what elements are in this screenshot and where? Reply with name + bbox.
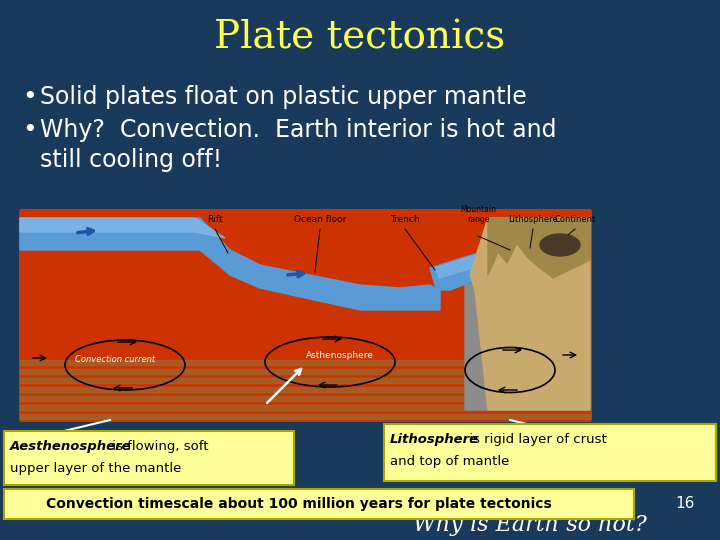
Text: 16: 16	[675, 496, 695, 511]
Text: Ocean floor: Ocean floor	[294, 215, 346, 224]
Text: Lithosphere: Lithosphere	[390, 433, 479, 446]
Text: Lithosphere: Lithosphere	[508, 215, 558, 224]
FancyBboxPatch shape	[4, 431, 294, 485]
Text: still cooling off!: still cooling off!	[40, 148, 222, 172]
Polygon shape	[470, 218, 590, 410]
Polygon shape	[435, 218, 590, 278]
Bar	[20, 360, 590, 365]
Polygon shape	[20, 218, 225, 238]
Text: Asthenosphere: Asthenosphere	[306, 351, 374, 360]
Polygon shape	[430, 218, 590, 290]
Text: Rift: Rift	[207, 215, 222, 224]
Bar	[20, 378, 590, 383]
Bar	[20, 210, 590, 420]
Text: Convection timescale about 100 million years for plate tectonics: Convection timescale about 100 million y…	[46, 497, 552, 511]
Text: Why?  Convection.  Earth interior is hot and: Why? Convection. Earth interior is hot a…	[40, 118, 557, 142]
Bar	[20, 405, 590, 410]
Bar	[20, 369, 590, 374]
Bar	[20, 396, 590, 401]
Text: Plate tectonics: Plate tectonics	[215, 19, 505, 57]
Text: Trench: Trench	[390, 215, 420, 224]
Text: •: •	[22, 118, 37, 142]
Bar	[20, 387, 590, 392]
Ellipse shape	[540, 234, 580, 256]
Text: Continent: Continent	[554, 215, 595, 224]
Text: Convection current: Convection current	[75, 355, 155, 364]
Text: is flowing, soft: is flowing, soft	[108, 440, 209, 453]
Text: Solid plates float on plastic upper mantle: Solid plates float on plastic upper mant…	[40, 85, 527, 109]
FancyBboxPatch shape	[384, 424, 716, 481]
FancyBboxPatch shape	[4, 489, 634, 519]
Text: Why is Earth so hot?: Why is Earth so hot?	[413, 514, 647, 536]
Text: and top of mantle: and top of mantle	[390, 455, 509, 468]
Bar	[20, 210, 590, 420]
Bar	[20, 414, 590, 419]
Polygon shape	[465, 265, 590, 410]
Polygon shape	[20, 218, 440, 310]
Text: Mountain
range: Mountain range	[460, 205, 496, 224]
Polygon shape	[488, 218, 590, 278]
Text: upper layer of the mantle: upper layer of the mantle	[10, 462, 181, 475]
Text: is rigid layer of crust: is rigid layer of crust	[465, 433, 607, 446]
Text: Aesthenosphere: Aesthenosphere	[10, 440, 132, 453]
Text: •: •	[22, 85, 37, 109]
